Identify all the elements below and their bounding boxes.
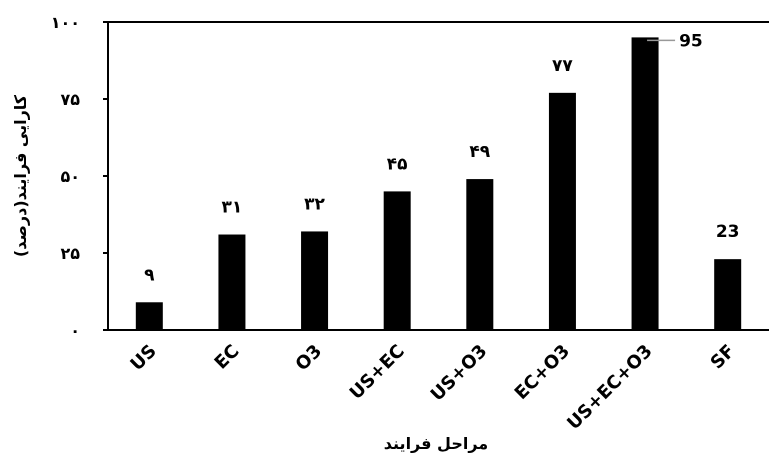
bar-ec-o3 [548,92,576,330]
data-label: ۴۵ [387,154,408,174]
bar-us [135,302,163,330]
y-tick-label: ۲۵ [60,244,80,263]
bar-o3 [301,231,329,330]
bar-ec [218,234,246,330]
data-label: 95 [679,31,703,51]
bar-us-ec-o3 [631,37,659,331]
data-label: ۹ [144,265,155,285]
category-label: EC+O3 [511,341,574,404]
y-tick-label: ۰ [70,321,80,340]
y-axis [107,21,769,330]
data-label: ۴۹ [469,142,490,162]
y-tick-label: ۵۰ [60,167,80,186]
category-label: SF [707,341,740,374]
category-label: US+EC+O3 [563,341,656,434]
y-tick-labels: ۰ ۲۵ ۵۰ ۷۵ ۱۰۰ [51,13,108,340]
y-axis-title: کارایی فرایند(درصد) [11,94,30,257]
category-label: US [126,341,160,375]
data-label: 23 [716,222,740,242]
category-label: US+EC [346,341,409,404]
bars [135,37,742,331]
category-label: EC [211,341,244,374]
data-label: ۳۲ [304,194,325,214]
data-label: ۳۱ [222,198,243,218]
category-label: US+O3 [427,341,492,406]
data-label: ۷۷ [552,56,573,76]
y-tick-label: ۷۵ [60,90,80,109]
bar-us-ec [383,191,411,330]
x-axis-title: مراحل فرایند [384,434,488,453]
bar-us-o3 [466,179,494,330]
data-labels: ۹ ۳۱ ۳۲ ۴۵ ۴۹ ۷۷ 95 23 [144,31,739,285]
category-label: O3 [292,341,327,376]
y-tick-label: ۱۰۰ [51,13,80,32]
bar-sf [714,259,742,330]
